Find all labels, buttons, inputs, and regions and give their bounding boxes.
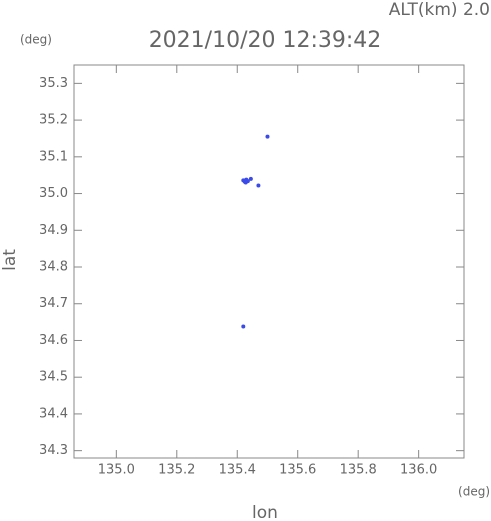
y-axis-label: lat [0, 249, 20, 271]
subtitle: ALT(km) 2.0 [389, 0, 490, 20]
chart-title: 2021/10/20 12:39:42 [149, 28, 382, 53]
y-tick-label: 35.3 [39, 76, 68, 91]
x-axis-label: lon [252, 503, 278, 521]
point [241, 324, 246, 329]
y-tick-label: 34.4 [39, 406, 68, 421]
y-unit: (deg) [20, 33, 52, 47]
y-tick-label: 35.0 [39, 186, 68, 201]
x-unit: (deg) [458, 485, 490, 499]
point [243, 180, 248, 185]
x-tick-label: 135.8 [340, 463, 377, 478]
y-tick-label: 34.3 [39, 443, 68, 458]
y-tick-label: 35.2 [39, 113, 68, 128]
y-tick-label: 34.6 [39, 333, 68, 348]
x-tick-label: 136.0 [400, 463, 437, 478]
x-tick-label: 135.4 [219, 463, 256, 478]
point [248, 176, 253, 181]
point [265, 134, 270, 139]
x-tick-label: 135.0 [98, 463, 135, 478]
y-tick-label: 35.1 [39, 149, 68, 164]
y-tick-label: 34.7 [39, 296, 68, 311]
x-tick-label: 135.6 [279, 463, 316, 478]
plot-frame [73, 64, 465, 459]
y-tick-label: 34.9 [39, 223, 68, 238]
x-tick-label: 135.2 [158, 463, 195, 478]
y-tick-label: 34.5 [39, 370, 68, 385]
point [256, 183, 261, 188]
y-tick-label: 34.8 [39, 260, 68, 275]
